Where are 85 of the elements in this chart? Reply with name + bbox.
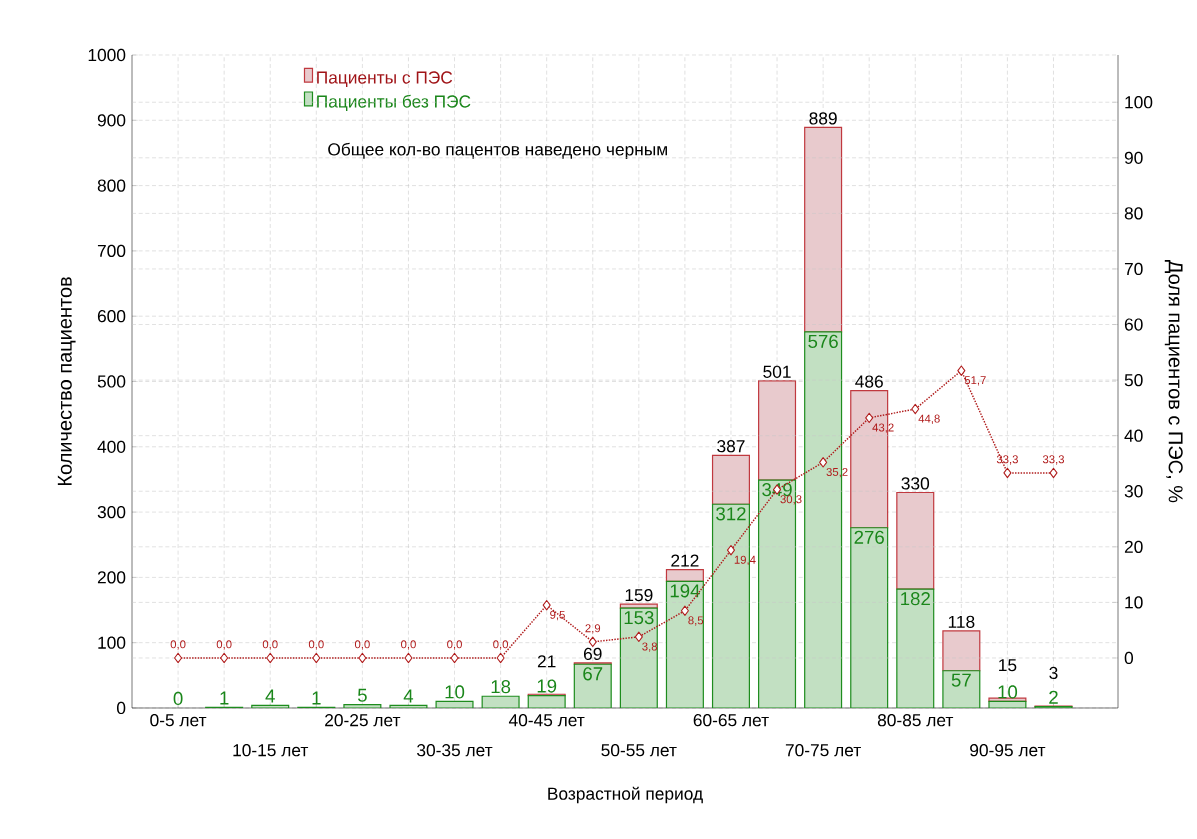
data-label: 19 [537,679,557,693]
y-tick-label: 0 [116,701,126,715]
x-axis-title: Возрастной период [548,786,703,804]
data-label: 5 [357,688,367,702]
total-label: 21 [537,655,556,668]
x-tick-label: 90-95 лет [970,744,1046,757]
data-label: 276 [854,530,884,544]
x-tick-label: 50-55 лет [601,744,677,757]
x-tick-label: 10-15 лет [233,744,309,757]
total-label: 15 [999,659,1017,672]
y2-axis-title: Доля пациентов с ПЭС, % [1164,260,1183,503]
data-label: 2,9 [585,624,601,634]
data-label: 312 [716,507,746,521]
data-label: 57 [951,673,971,687]
y2-tick-label: 70 [1124,262,1143,276]
y-tick-label: 800 [97,179,126,192]
x-tick-label: 80-85 лет [877,714,954,727]
data-label: 10 [445,685,465,699]
y2-tick-label: 40 [1124,429,1143,442]
y-axis-title: Количество пациентов [57,277,76,486]
y2-tick-label: 10 [1125,596,1143,609]
total-label: 3 [1049,666,1058,680]
x-tick-label: 70-75 лет [785,744,861,757]
data-label: 153 [624,611,654,625]
data-label: 0,0 [216,640,232,650]
total-label: 69 [583,647,602,660]
data-label: 44,8 [918,414,940,424]
data-label: 10 [998,685,1018,699]
data-label: 0,0 [493,640,509,650]
total-label: 501 [763,365,791,378]
x-tick-label: 0-5 лет [150,714,207,727]
total-label: 330 [901,477,930,490]
data-label: 194 [670,584,700,598]
total-label: 118 [948,615,975,628]
y2-tick-label: 0 [1124,651,1134,665]
data-label: 3,8 [642,642,658,652]
data-label: 1 [312,691,321,705]
x-tick-label: 30-35 лет [417,744,493,757]
y2-tick-label: 30 [1124,485,1143,498]
y2-tick-label: 80 [1124,207,1143,220]
y-tick-label: 600 [97,310,126,323]
total-label: 387 [717,440,745,453]
total-label: 212 [671,554,699,567]
y-tick-label: 100 [98,636,126,649]
data-label: 33,3 [1042,455,1065,465]
data-label: 0 [173,691,183,706]
data-label: 18 [491,680,511,694]
x-tick-label: 60-65 лет [693,714,769,727]
y2-tick-label: 100 [1125,96,1153,109]
y2-tick-label: 60 [1124,318,1143,331]
y2-tick-label: 50 [1124,373,1143,387]
total-label: 159 [625,588,653,602]
y-tick-label: 900 [97,114,126,127]
data-label: 4 [265,689,275,703]
data-label: 0,0 [401,640,416,650]
data-label: 576 [808,334,838,349]
y2-tick-label: 90 [1124,151,1143,164]
data-label: 2 [1049,690,1058,704]
data-label: 67 [583,667,603,681]
data-label: 4 [403,689,414,703]
data-label: 182 [901,592,930,606]
data-label: 0,0 [308,640,324,650]
data-label: 51,7 [964,376,986,386]
legend-label: Пациенты без ПЭС [317,94,471,111]
annotation: Общее кол-во пацентов наведено черным [328,142,667,159]
total-label: 889 [809,112,837,125]
x-tick-label: 20-25 лет [325,714,401,727]
y-tick-label: 1000 [88,48,126,62]
data-label: 9,5 [550,610,565,621]
y-tick-label: 200 [97,571,126,584]
data-label: 0,0 [170,640,186,650]
data-label: 8,5 [688,616,704,626]
y-tick-label: 700 [97,244,126,258]
y-tick-label: 300 [97,505,126,519]
y2-tick-label: 20 [1124,540,1143,553]
data-label: 0,0 [262,640,278,650]
total-label: 486 [855,375,883,388]
x-tick-label: 40-45 лет [508,714,585,727]
data-label: 1 [220,691,229,705]
y-tick-label: 400 [97,440,126,453]
data-label: 0,0 [354,640,370,650]
data-label: 33,3 [996,455,1018,465]
data-label: 0,0 [447,640,462,650]
y-tick-label: 500 [97,375,126,388]
legend-label: Пациенты с ПЭС [317,71,453,87]
